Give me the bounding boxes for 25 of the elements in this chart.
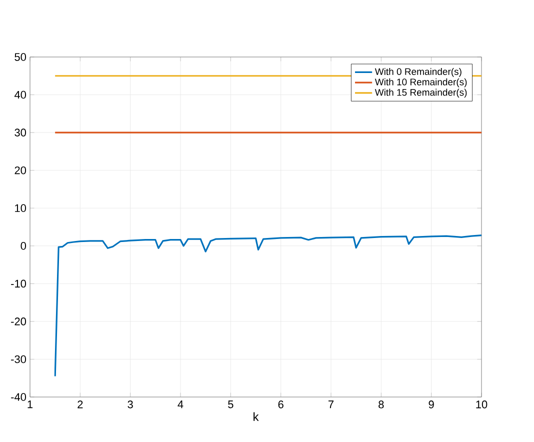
y-tick-label: -20 [11,318,26,326]
legend-label: With 0 Remainder(s) [374,68,462,77]
legend-label: With 10 Remainder(s) [374,78,467,88]
x-axis-title: k [254,412,259,421]
x-tick-label: 10 [476,400,488,408]
x-tick-label: 6 [278,400,284,408]
x-tick-label: 7 [328,400,334,408]
x-tick-label: 2 [78,400,83,408]
y-tick-label: -10 [11,280,26,288]
y-tick-label: 30 [14,128,26,136]
legend-label: With 15 Remainder(s) [374,88,467,98]
y-tick-label: 50 [14,53,26,61]
y-tick-label: 10 [15,204,26,212]
line-series [54,234,482,378]
x-tick-label: 3 [128,400,133,408]
y-tick-label: 40 [14,90,26,99]
x-tick-label: 9 [428,400,434,408]
y-tick-label: -30 [11,355,26,364]
y-tick-label: 20 [14,166,26,174]
x-tick-label: 5 [228,400,234,408]
x-tick-label: 8 [378,400,384,408]
x-tick-label: 1 [28,400,33,408]
y-tick-label: 0 [20,242,26,250]
y-tick-label: -40 [11,393,26,401]
x-tick-label: 4 [178,400,184,408]
